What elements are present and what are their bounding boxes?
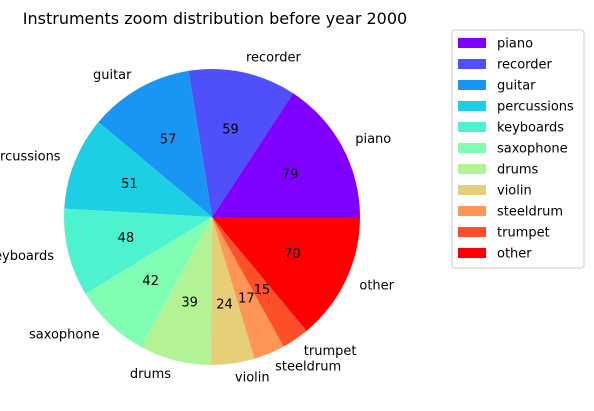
slice-label-violin: violin [235, 371, 270, 386]
pie-slice-piano [212, 93, 360, 217]
slice-label-trumpet: trumpet [304, 344, 357, 359]
slice-label-drums: drums [130, 367, 171, 382]
pie-slice-violin [210, 217, 255, 365]
value-label-drums: 39 [181, 295, 198, 310]
pie-slice-saxophone [85, 217, 212, 347]
legend-swatch-guitar [458, 80, 486, 90]
legend-label-keyboards: keyboards [497, 121, 564, 136]
pie-slice-keyboards [63, 208, 212, 294]
slice-label-saxophone: saxophone [29, 327, 100, 342]
pie-slice-percussions [64, 122, 212, 217]
value-label-steeldrum: 17 [238, 291, 255, 306]
legend-label-other: other [497, 247, 532, 262]
legend-swatch-piano [458, 38, 486, 48]
legend-swatch-drums [458, 164, 486, 174]
legend-swatch-other [458, 248, 486, 258]
slice-label-percussions: percussions [0, 150, 61, 165]
slice-label-other: other [359, 279, 394, 294]
slice-label-recorder: recorder [246, 50, 302, 65]
slice-labels: piano recorder guitar percussions keyboards s… [0, 50, 395, 385]
legend-label-recorder: recorder [497, 58, 553, 73]
legend-swatch-recorder [458, 59, 486, 69]
legend-label-guitar: guitar [497, 79, 536, 94]
chart-title: Instruments zoom distribution before yea… [23, 9, 407, 28]
slice-label-guitar: guitar [93, 68, 132, 83]
pie-slice-recorder [188, 69, 294, 217]
legend-swatch-percussions [458, 101, 486, 111]
value-label-trumpet: 15 [254, 283, 271, 298]
value-label-keyboards: 48 [118, 231, 135, 246]
legend-swatch-keyboards [458, 122, 486, 132]
value-label-percussions: 51 [121, 177, 138, 192]
value-label-violin: 24 [216, 297, 233, 312]
legend-swatch-steeldrum [458, 206, 486, 216]
value-label-piano: 79 [282, 167, 299, 182]
legend-label-violin: violin [497, 184, 532, 199]
slice-label-piano: piano [355, 132, 391, 147]
legend-label-percussions: percussions [497, 100, 574, 115]
slice-label-keyboards: keyboards [0, 249, 54, 264]
pie-slice-trumpet [212, 217, 307, 347]
legend-label-steeldrum: steeldrum [497, 205, 563, 220]
pie-slice-other [212, 217, 360, 331]
slice-label-steeldrum: steeldrum [275, 360, 341, 375]
legend-label-trumpet: trumpet [497, 226, 550, 241]
value-label-recorder: 59 [222, 123, 239, 138]
value-label-other: 70 [284, 247, 301, 262]
pie-slice-steeldrum [212, 217, 284, 359]
legend-swatch-saxophone [458, 143, 486, 153]
legend-label-drums: drums [497, 163, 538, 178]
pie-slices [63, 69, 360, 365]
legend-swatch-trumpet [458, 227, 486, 237]
pie-slice-guitar [98, 70, 212, 218]
value-label-guitar: 57 [160, 132, 177, 147]
value-label-saxophone: 42 [142, 274, 159, 289]
legend-label-saxophone: saxophone [497, 142, 568, 157]
legend: piano recorder guitar percussions keyboards s… [451, 29, 585, 269]
pie-slice-drums [141, 217, 212, 365]
legend-label-piano: piano [497, 37, 533, 52]
legend-swatch-violin [458, 185, 486, 195]
